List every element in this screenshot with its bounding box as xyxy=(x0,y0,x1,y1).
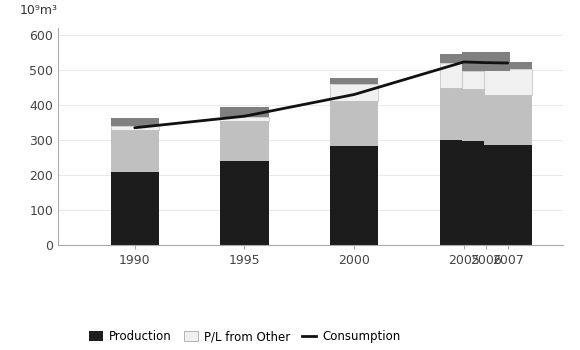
Bar xyxy=(330,101,378,146)
Bar xyxy=(330,78,378,84)
Bar xyxy=(440,140,488,245)
Bar xyxy=(111,126,159,130)
Bar xyxy=(440,63,488,88)
Bar xyxy=(440,88,488,140)
Bar xyxy=(220,107,269,117)
Bar xyxy=(440,54,488,63)
Bar xyxy=(484,69,532,94)
Bar xyxy=(111,172,159,245)
Bar xyxy=(462,141,510,245)
Bar xyxy=(220,121,269,161)
Bar xyxy=(462,89,510,141)
Bar xyxy=(462,52,510,71)
Bar xyxy=(484,62,532,69)
Bar xyxy=(462,71,510,89)
Bar xyxy=(330,84,378,101)
Text: 10⁹m³: 10⁹m³ xyxy=(20,4,58,17)
Bar xyxy=(484,94,532,145)
Bar xyxy=(111,118,159,126)
Bar xyxy=(220,161,269,245)
Bar xyxy=(330,146,378,245)
Bar xyxy=(220,117,269,121)
Bar xyxy=(484,145,532,245)
Bar xyxy=(111,130,159,172)
